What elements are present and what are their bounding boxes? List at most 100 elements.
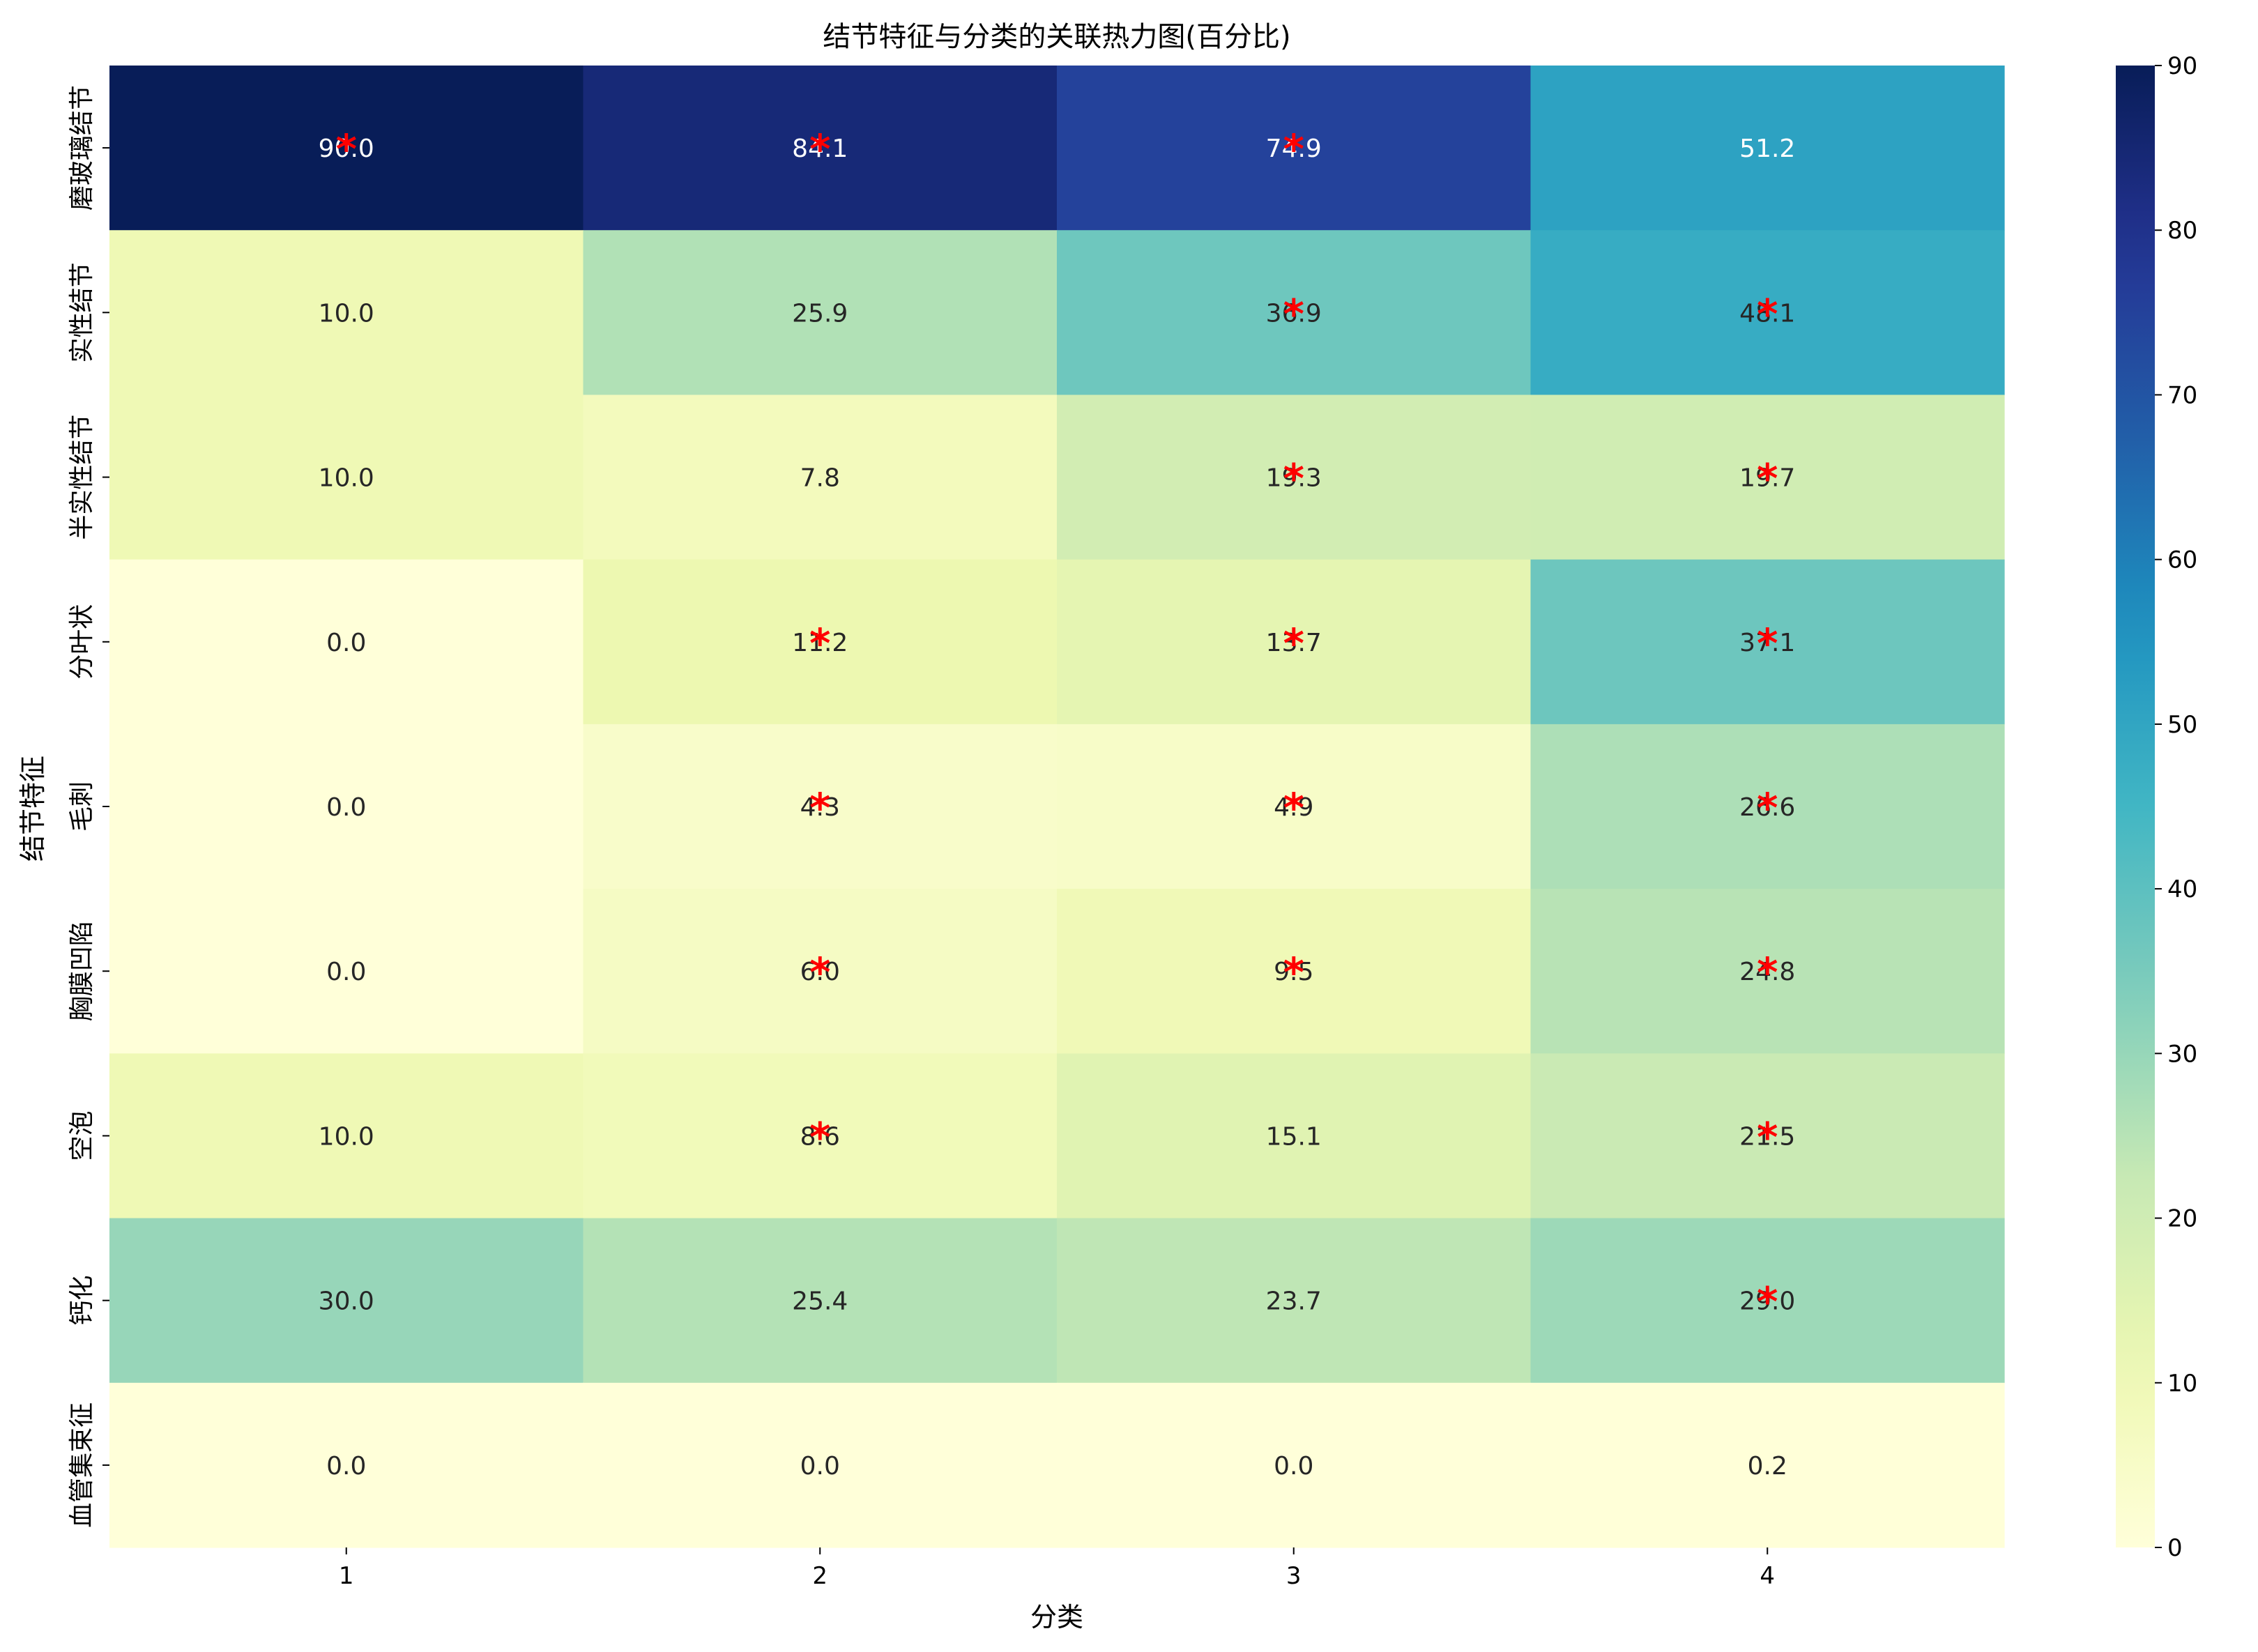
cell-value-label: 48.1 xyxy=(1739,299,1795,328)
heatmap-cell xyxy=(583,724,1058,889)
heatmap-cell xyxy=(1530,889,2005,1054)
heatmap-cell xyxy=(583,559,1058,725)
y-tick-label: 血管集束征 xyxy=(68,1402,96,1528)
cell-value-label: 74.9 xyxy=(1266,135,1322,163)
y-tick-label: 胸膜凹陷 xyxy=(68,921,96,1021)
heatmap-cell xyxy=(109,66,584,231)
heatmap-cell xyxy=(1530,559,2005,725)
heatmap-cell xyxy=(1057,66,1532,231)
significance-marker: * xyxy=(1283,784,1304,832)
significance-marker: * xyxy=(1757,1278,1778,1326)
cell-value-label: 8.6 xyxy=(800,1122,840,1151)
colorbar-tick-label: 0 xyxy=(2167,1534,2183,1562)
colorbar-gradient xyxy=(2116,66,2155,1547)
significance-marker: * xyxy=(1757,455,1778,503)
heatmap-cell xyxy=(1057,1218,1532,1384)
colorbar-tick-label: 60 xyxy=(2167,546,2197,574)
cell-value-label: 37.1 xyxy=(1739,629,1795,657)
y-tick-label: 分叶状 xyxy=(68,604,96,680)
cell-value-label: 7.8 xyxy=(800,464,840,493)
heatmap-cell xyxy=(1530,66,2005,231)
y-tick-label: 磨玻璃结节 xyxy=(68,85,96,211)
colorbar-tick-label: 10 xyxy=(2167,1370,2197,1398)
heatmap-cell xyxy=(1057,1053,1532,1219)
heatmap-cell xyxy=(109,559,584,725)
significance-marker: * xyxy=(1283,949,1304,996)
heatmap-cell xyxy=(109,395,584,560)
cell-value-label: 29.0 xyxy=(1739,1287,1795,1316)
significance-marker: * xyxy=(1283,290,1304,337)
y-tick-label: 空泡 xyxy=(68,1110,96,1161)
cell-value-label: 0.0 xyxy=(326,1452,366,1481)
heatmap-cell xyxy=(1530,1382,2005,1548)
cell-value-label: 25.9 xyxy=(792,299,848,328)
colorbar-tick-label: 90 xyxy=(2167,52,2197,80)
significance-marker: * xyxy=(1757,620,1778,667)
cell-value-label: 19.7 xyxy=(1739,464,1795,493)
heatmap-cell xyxy=(583,889,1058,1054)
colorbar-tick-label: 20 xyxy=(2167,1205,2197,1233)
cell-value-label: 21.5 xyxy=(1739,1122,1795,1151)
colorbar-tick-label: 40 xyxy=(2167,875,2197,903)
significance-markers: * * * * * * * * * * * * * * * * * * * xyxy=(336,125,1778,1326)
colorbar-tick-label: 50 xyxy=(2167,711,2197,739)
significance-marker: * xyxy=(809,784,830,832)
significance-marker: * xyxy=(1757,784,1778,832)
cell-value-label: 84.1 xyxy=(792,135,848,163)
significance-marker: * xyxy=(809,949,830,996)
cell-value-label: 0.0 xyxy=(326,629,366,657)
heatmap-cell xyxy=(109,1382,584,1548)
heatmap-cell xyxy=(583,66,1058,231)
heatmap-cell xyxy=(583,395,1058,560)
heatmap-cell xyxy=(1530,230,2005,396)
heatmap-cell xyxy=(109,724,584,889)
significance-marker: * xyxy=(1757,1113,1778,1161)
significance-marker: * xyxy=(1757,949,1778,996)
colorbar-tick-label: 70 xyxy=(2167,381,2197,409)
heatmap-cell xyxy=(109,1053,584,1219)
colorbar-tick-label: 80 xyxy=(2167,217,2197,245)
significance-marker: * xyxy=(1283,455,1304,503)
cell-value-label: 0.0 xyxy=(800,1452,840,1481)
heatmap-cell xyxy=(583,230,1058,396)
significance-marker: * xyxy=(809,125,830,173)
cell-value-label: 11.2 xyxy=(792,629,848,657)
heatmap-cell xyxy=(1530,724,2005,889)
heatmap-cell xyxy=(1057,559,1532,725)
heatmap-cell xyxy=(109,1218,584,1384)
heatmap-cell xyxy=(1057,230,1532,396)
heatmap-cell xyxy=(109,889,584,1054)
cell-value-label: 19.3 xyxy=(1266,464,1322,493)
heatmap-cell xyxy=(1057,395,1532,560)
heatmap-cell xyxy=(583,1218,1058,1384)
cell-value-label: 0.0 xyxy=(326,793,366,822)
x-tick-label: 2 xyxy=(812,1562,827,1590)
y-tick-label: 实性结节 xyxy=(68,262,96,362)
significance-marker: * xyxy=(1283,125,1304,173)
x-axis: 1 2 3 4 xyxy=(339,1547,1775,1590)
cell-value-label: 4.9 xyxy=(1274,793,1313,822)
cell-value-label: 10.0 xyxy=(319,299,374,328)
cell-value-label: 24.8 xyxy=(1739,958,1795,986)
x-axis-label: 分类 xyxy=(1030,1602,1083,1632)
x-tick-label: 3 xyxy=(1286,1562,1302,1590)
cell-value-label: 51.2 xyxy=(1739,135,1795,163)
heatmap-cell xyxy=(1530,1053,2005,1219)
heatmap-cells xyxy=(109,66,2005,1548)
y-tick-label: 半实性结节 xyxy=(68,415,96,540)
cell-value-label: 23.7 xyxy=(1266,1287,1322,1316)
y-axis-label: 结节特征 xyxy=(17,756,48,862)
y-tick-label: 钙化 xyxy=(68,1276,96,1326)
heatmap-cell xyxy=(109,230,584,396)
heatmap-cell xyxy=(583,1382,1058,1548)
heatmap-cell xyxy=(1057,724,1532,889)
chart-title: 结节特征与分类的关联热力图(百分比) xyxy=(823,21,1290,53)
colorbar-tick-label: 30 xyxy=(2167,1040,2197,1068)
cell-value-label: 90.0 xyxy=(319,135,374,163)
cell-value-label: 10.0 xyxy=(319,1122,374,1151)
cell-value-label: 6.0 xyxy=(800,958,840,986)
cell-value-label: 4.3 xyxy=(800,793,840,822)
